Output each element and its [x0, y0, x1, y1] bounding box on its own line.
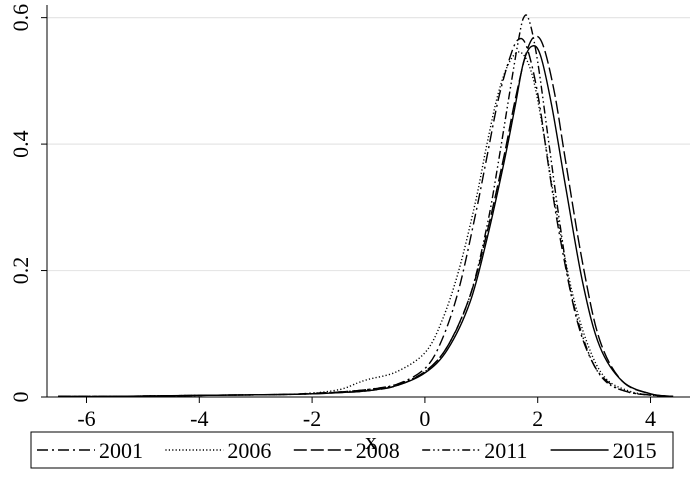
x-tick-label: -6 — [77, 406, 95, 431]
legend-label-2015: 2015 — [613, 438, 657, 463]
x-ticks: -6 -4 -2 0 2 4 — [77, 397, 656, 431]
legend-label-2008: 2008 — [356, 438, 400, 463]
gridlines — [47, 17, 690, 272]
series-line-2015 — [58, 45, 674, 398]
series-lines — [58, 14, 674, 398]
x-tick-label: 0 — [419, 406, 430, 431]
series-line-2011 — [58, 14, 674, 398]
legend: 2001 2006 2008 2011 2015 — [30, 431, 674, 469]
x-tick-label: -2 — [303, 406, 321, 431]
series-line-2001 — [58, 37, 674, 398]
legend-box — [30, 431, 674, 469]
x-tick-label: 2 — [532, 406, 543, 431]
legend-label-2011: 2011 — [484, 438, 527, 463]
series-line-2008 — [58, 35, 674, 398]
y-tick-label: 0.6 — [8, 4, 33, 32]
y-ticks: 0 0.2 0.4 0.6 — [8, 4, 47, 403]
legend-label-2001: 2001 — [99, 438, 143, 463]
y-tick-label: 0 — [8, 392, 33, 403]
legend-label-2006: 2006 — [227, 438, 271, 463]
y-tick-label: 0.2 — [8, 257, 33, 285]
x-tick-label: 4 — [645, 406, 656, 431]
axes — [46, 5, 690, 398]
series-line-2006 — [58, 51, 674, 398]
x-tick-label: -4 — [190, 406, 208, 431]
y-tick-label: 0.4 — [8, 130, 33, 158]
x-axis-title: x — [365, 429, 377, 455]
